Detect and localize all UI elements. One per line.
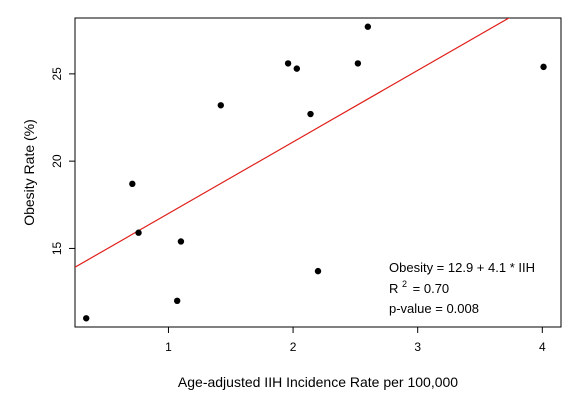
plot-area-border <box>74 17 562 328</box>
r-squared-superscript: 2 <box>402 279 407 289</box>
y-axis: 15 20 25 <box>50 67 76 255</box>
data-point <box>540 63 547 71</box>
data-point <box>293 65 301 72</box>
x-axis-title: Age-adjusted IIH Incidence Rate per 100,… <box>178 374 458 390</box>
data-point <box>284 60 292 67</box>
points-layer <box>83 23 547 322</box>
y-tick-label: 20 <box>50 154 64 168</box>
p-value-annotation: p-value = 0.008 <box>389 301 479 316</box>
data-point <box>314 267 322 275</box>
x-axis: 1 2 3 4 <box>165 326 546 354</box>
data-point <box>217 102 224 109</box>
y-tick-label: 15 <box>50 241 64 255</box>
data-point <box>354 60 362 67</box>
data-point <box>307 110 314 118</box>
r-squared-symbol: R <box>389 281 398 296</box>
data-point <box>83 315 90 322</box>
regression-layer <box>75 18 511 268</box>
x-tick-label: 2 <box>290 340 297 354</box>
data-point <box>173 297 181 305</box>
data-point <box>135 229 142 236</box>
x-tick-label: 3 <box>414 340 421 354</box>
data-point <box>177 238 185 245</box>
y-axis-title: Obesity Rate (%) <box>21 119 37 226</box>
data-point <box>364 23 372 30</box>
r-squared-annotation: R 2 = 0.70 <box>389 275 449 296</box>
r-squared-value: = 0.70 <box>413 281 450 296</box>
regression-line <box>75 18 511 268</box>
x-tick-label: 1 <box>165 340 172 354</box>
equation-annotation: Obesity = 12.9 + 4.1 * IIH <box>389 260 535 275</box>
x-tick-label: 4 <box>539 340 546 354</box>
y-tick-label: 25 <box>50 67 64 81</box>
data-point <box>129 180 136 188</box>
